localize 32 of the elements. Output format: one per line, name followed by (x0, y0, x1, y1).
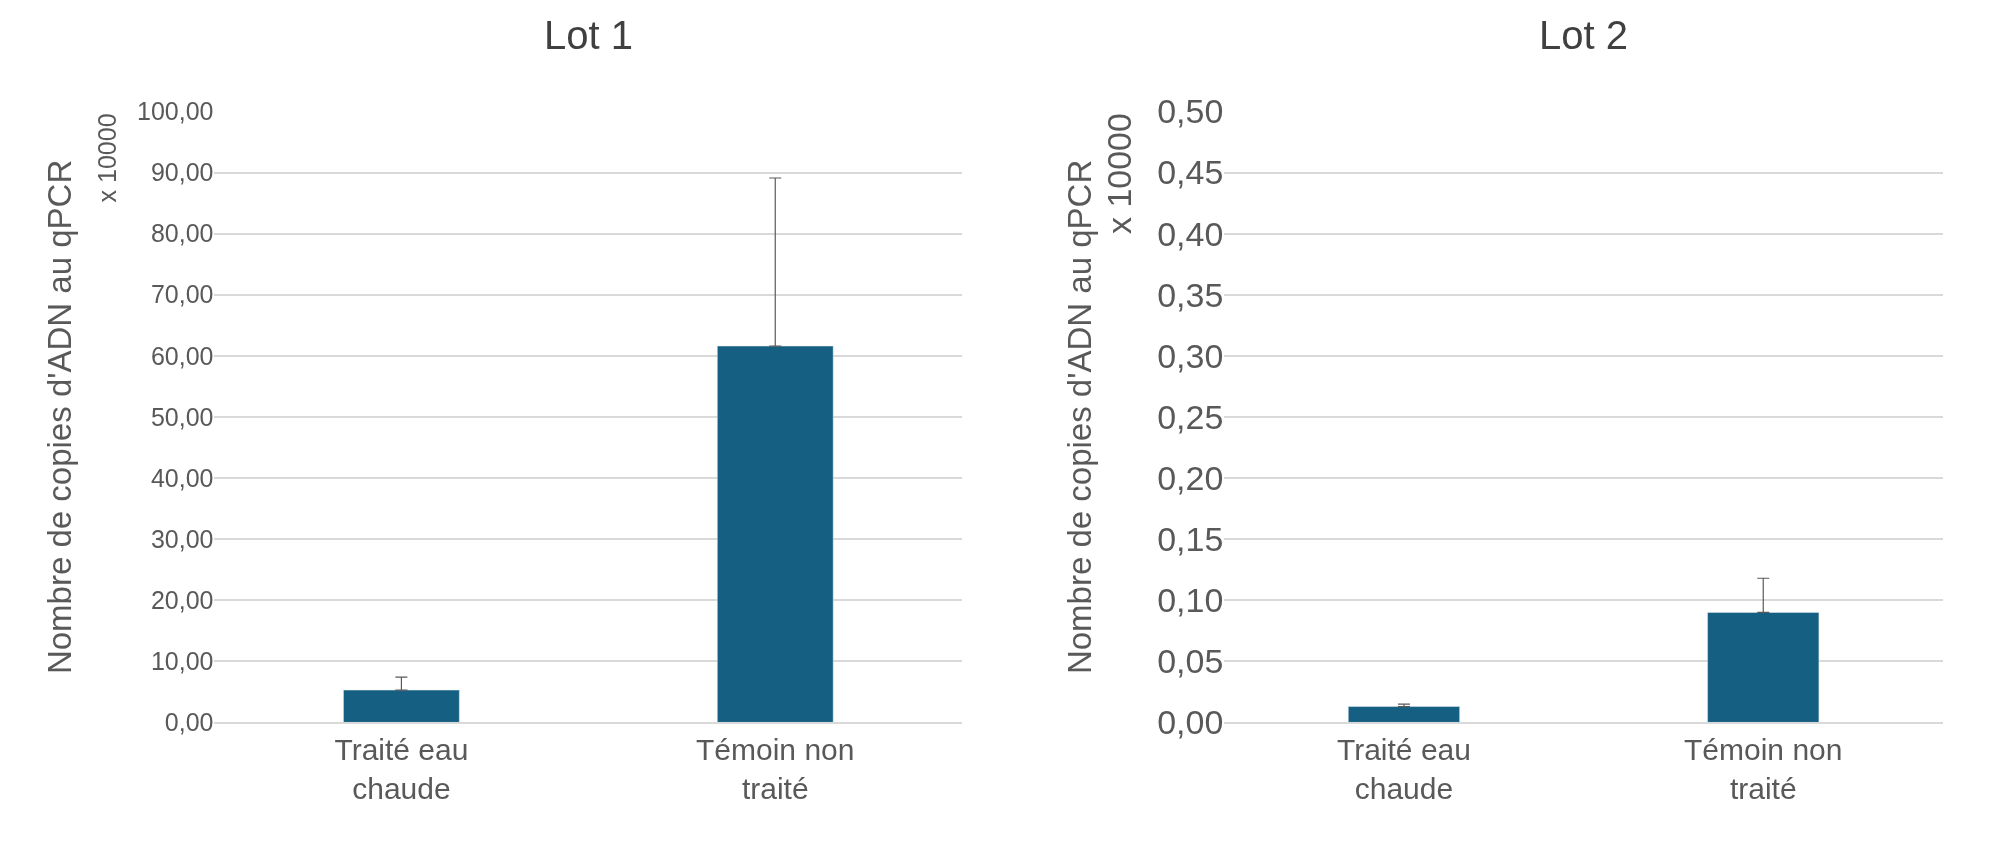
y-tick-label: 0,15 (1157, 520, 1224, 559)
y-tick-label: 50,00 (150, 402, 214, 431)
y-tick-label: 90,00 (150, 158, 214, 187)
x-tick-label: Traité eau chaude (334, 733, 469, 806)
y-tick-label: 0,10 (1157, 581, 1224, 620)
x-tick-label: Témoin non traité (696, 733, 855, 806)
y-tick-label: 0,35 (1157, 275, 1224, 314)
chart-title: Lot 2 (1539, 13, 1628, 57)
y-tick-label: 80,00 (150, 219, 214, 248)
chart-title: Lot 1 (544, 13, 633, 57)
y-tick-label: 0,25 (1157, 397, 1224, 436)
y-axis-title: Nombre de copies d'ADN au qPCR (1061, 159, 1099, 675)
y-tick-label: 0,40 (1157, 214, 1224, 253)
y-tick-label: 60,00 (150, 341, 214, 370)
y-tick-label: 20,00 (150, 585, 214, 614)
text: x 10000 (1100, 113, 1139, 235)
y-tick-label: 0,50 (1157, 92, 1224, 131)
y-axis-title: Nombre de copies d'ADN au qPCR (40, 159, 78, 675)
y-tick-label: 0,45 (1157, 153, 1224, 192)
y-tick-label: 100,00 (137, 97, 214, 126)
text: x 10000 (92, 113, 121, 203)
y-tick-label: 0,00 (1157, 703, 1224, 742)
y-tick-label: 0,00 (164, 708, 214, 737)
y-tick-label: 0,05 (1157, 642, 1224, 681)
x-tick-label: Traité eau chaude (1336, 733, 1471, 806)
y-tick-label: 40,00 (150, 463, 214, 492)
y-tick-label: 0,30 (1157, 336, 1224, 375)
x-tick-label: Témoin non traité (1684, 733, 1843, 806)
y-tick-label: 30,00 (150, 524, 214, 553)
y-tick-label: 0,20 (1157, 458, 1224, 497)
y-tick-label: 10,00 (150, 647, 214, 676)
y-tick-label: 70,00 (150, 280, 214, 309)
